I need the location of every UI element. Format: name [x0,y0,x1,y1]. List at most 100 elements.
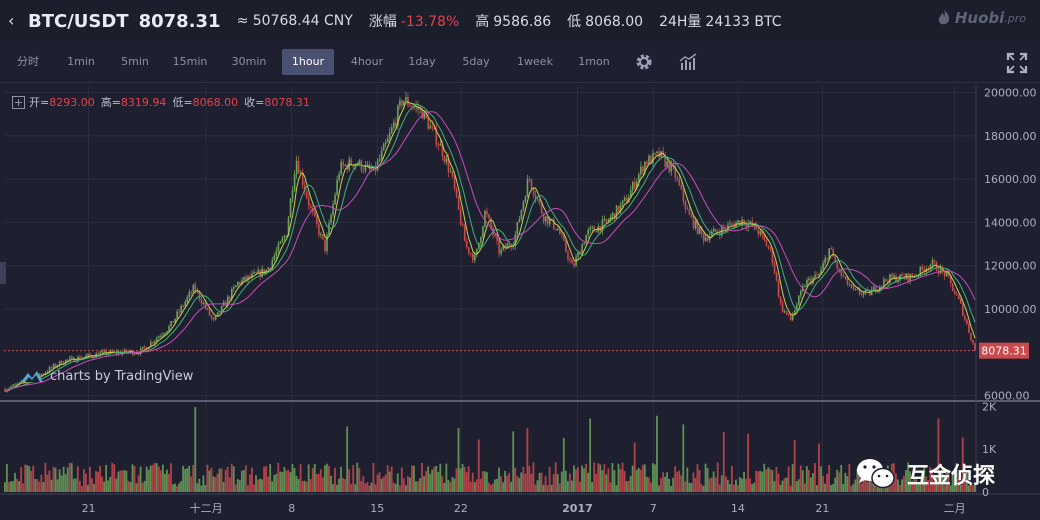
volume-bar [575,469,577,492]
interval-button-分时[interactable]: 分时 [17,55,39,68]
volume-bar [62,466,65,492]
collapse-plus-icon[interactable] [12,95,25,109]
volume-bar [445,463,448,492]
candle-body [652,152,654,164]
volume-bar [147,469,150,492]
volume-bar [564,470,567,492]
volume-bar [40,474,43,492]
interval-button-5day[interactable]: 5day [462,55,490,68]
volume-bar [273,475,276,492]
candle-body [137,353,140,355]
candle-body [405,97,407,101]
volume-bar [965,470,968,492]
interval-button-1mon[interactable]: 1mon [578,55,610,68]
candle-body [237,282,239,286]
volume-bar [923,467,926,492]
volume-bar [724,476,727,492]
volume-bar [153,462,156,492]
volume-bar [905,470,907,492]
candle-body [702,233,705,241]
candle-body [883,279,885,286]
candle-body [712,228,715,232]
volume-bar [299,464,302,492]
volume-bar [781,480,784,492]
candle-body [71,356,73,358]
volume-bar [512,431,515,492]
volume-bar [556,474,559,492]
volume-bar [184,469,187,492]
volume-tick-label: 2K [982,400,997,413]
candle-body [291,190,294,199]
candle-body [54,364,57,367]
candle-body [929,264,932,270]
candle-body [496,236,498,241]
volume-bar [807,470,810,492]
candle-body [233,287,235,289]
candle-body [561,234,563,236]
candle-body [459,209,462,225]
volume-bar [20,467,23,492]
volume-bar [443,482,446,492]
candle-body [453,176,456,189]
volume-bar [417,481,419,492]
volume-bar [163,473,166,492]
volume-bar [479,478,482,492]
interval-button-15min[interactable]: 15min [172,55,208,68]
volume-bar [726,479,729,492]
candle-body [901,274,903,276]
gear-icon[interactable] [634,52,654,72]
volume-bar [247,485,249,492]
candle-body [532,188,535,195]
sidebar-handle[interactable] [0,262,6,284]
candle-body [431,125,434,127]
candle-body [324,239,326,251]
interval-button-1min[interactable]: 1min [67,55,95,68]
volume-bar [451,477,454,492]
volume-bar [500,476,502,492]
volume-bar [461,463,464,492]
candle-body [182,305,185,307]
candle-body [787,314,790,316]
volume-bar [471,472,474,492]
volume-bar [548,466,551,492]
candle-body [919,266,922,275]
volume-bar [874,483,877,492]
price-tick-label: 6000.00 [984,390,1030,403]
candle-body [542,213,545,222]
interval-button-1day[interactable]: 1day [408,55,436,68]
tradingview-credit[interactable]: charts by TradingView [20,368,193,384]
candle-body [583,243,585,245]
interval-button-1hour[interactable]: 1hour [282,49,334,75]
candle-body [125,349,128,353]
fullscreen-icon[interactable] [1006,52,1028,74]
candle-body [384,142,387,145]
volume-bar [919,483,922,492]
pair-name[interactable]: BTC/USDT [28,10,129,32]
back-chevron-icon[interactable]: ‹ [8,11,15,30]
volume-bar [131,464,134,492]
interval-button-30min[interactable]: 30min [231,55,267,68]
candle-body [299,172,302,174]
candle-body [567,251,569,260]
candle-body [322,233,324,240]
volume-bar [113,464,116,492]
volume-bar [840,464,843,492]
candle-body [386,138,389,143]
candle-body [328,223,330,235]
volume-bar [623,471,626,492]
interval-button-1week[interactable]: 1week [517,55,553,68]
volume-bar [494,479,496,492]
indicator-icon[interactable] [679,53,699,71]
volume-bar [390,466,393,492]
volume-bar [506,475,509,492]
candle-body [336,179,338,195]
candle-body [500,249,502,254]
interval-button-5min[interactable]: 5min [121,55,149,68]
volume-bar [297,479,300,492]
interval-button-4hour[interactable]: 4hour [350,55,384,68]
volume-bar [516,476,519,492]
volume-bar [257,479,259,492]
volume-bar [641,464,644,492]
volume-bar [60,475,63,492]
